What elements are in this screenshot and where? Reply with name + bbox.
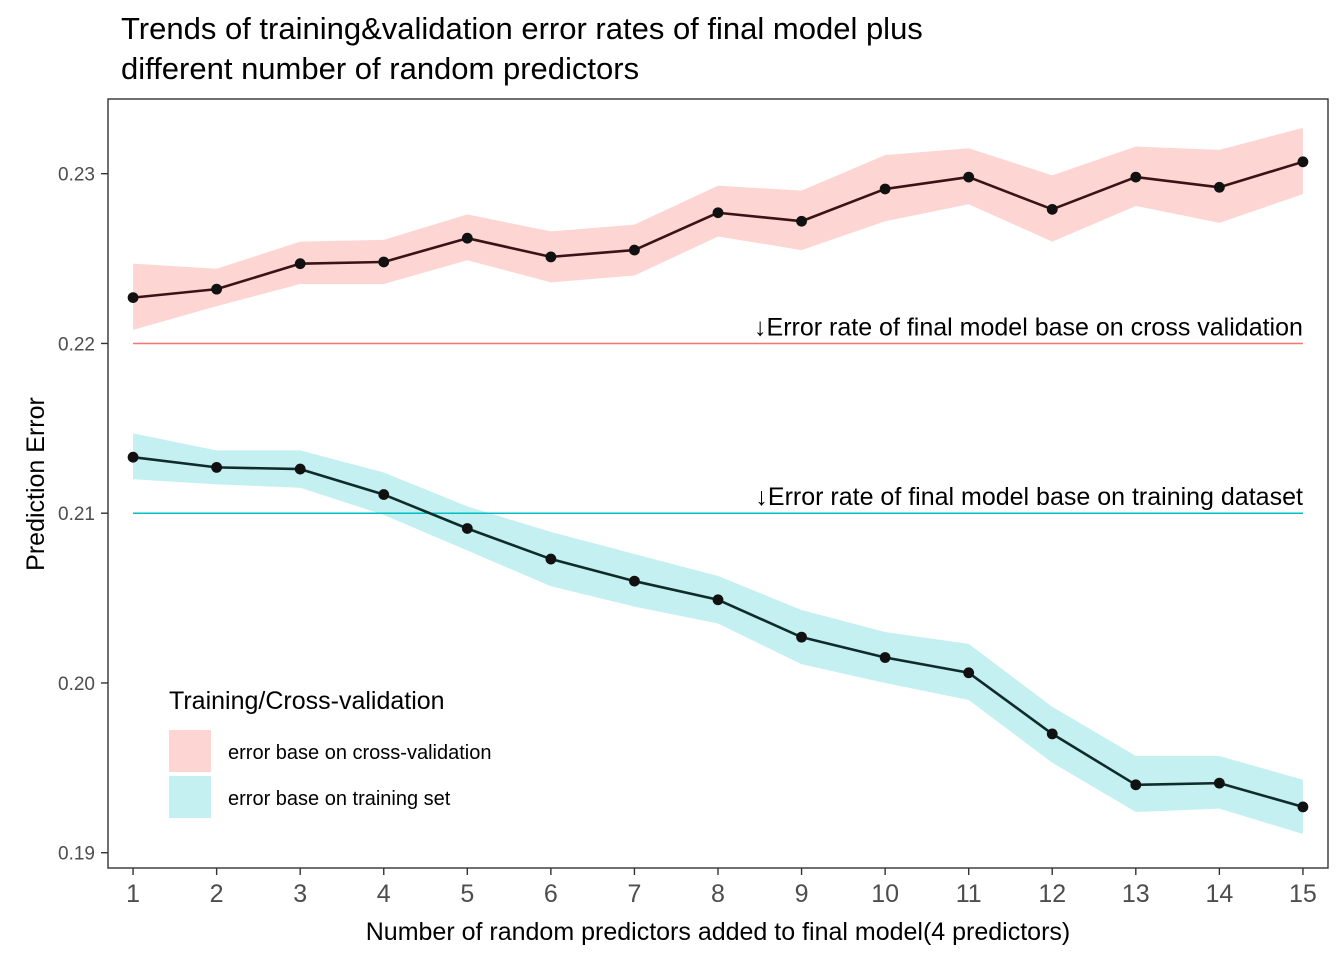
reference-label-training: ↓Error rate of final model base on train… <box>755 483 1303 511</box>
point-cross-validation-3 <box>294 258 306 270</box>
y-axis: 0.19 0.20 0.21 0.22 0.23 <box>58 165 108 865</box>
point-training-1 <box>127 451 139 463</box>
point-cross-validation-2 <box>211 283 223 295</box>
legend-key-cross-validation <box>169 730 211 772</box>
point-cross-validation-12 <box>1046 203 1058 215</box>
chart-title-line-2: different number of random predictors <box>121 51 639 86</box>
series-points <box>127 156 1309 813</box>
point-training-14 <box>1213 777 1225 789</box>
point-cross-validation-5 <box>461 232 473 244</box>
point-training-10 <box>879 652 891 663</box>
point-cross-validation-11 <box>963 171 975 183</box>
reference-annotations: ↓Error rate of final model base on cross… <box>754 313 1303 511</box>
legend-title: Training/Cross-validation <box>169 687 445 715</box>
point-training-4 <box>378 489 390 500</box>
point-cross-validation-15 <box>1297 156 1309 168</box>
point-cross-validation-6 <box>545 251 557 263</box>
x-tick-label: 12 <box>1038 880 1066 908</box>
point-training-11 <box>963 667 975 679</box>
point-cross-validation-9 <box>796 215 807 227</box>
legend: Training/Cross-validation error base on … <box>169 687 491 818</box>
point-training-7 <box>629 575 640 587</box>
y-tick-label: 0.22 <box>58 334 95 355</box>
point-training-15 <box>1297 801 1309 813</box>
point-training-2 <box>211 461 223 473</box>
y-tick-label: 0.19 <box>58 844 95 865</box>
x-tick-label: 9 <box>795 880 809 908</box>
x-tick-label: 3 <box>293 880 307 908</box>
legend-label-training: error base on training set <box>228 788 451 810</box>
chart-title-line-1: Trends of training&validation error rate… <box>121 11 923 46</box>
x-tick-label: 11 <box>956 880 982 908</box>
x-tick-label: 10 <box>871 880 899 908</box>
point-training-8 <box>712 594 724 606</box>
point-training-6 <box>545 553 557 565</box>
point-cross-validation-14 <box>1213 181 1225 193</box>
x-tick-label: 13 <box>1122 880 1150 908</box>
y-tick-label: 0.20 <box>58 674 95 695</box>
x-tick-label: 1 <box>126 880 140 908</box>
point-training-9 <box>796 631 807 643</box>
point-cross-validation-8 <box>712 207 724 219</box>
point-cross-validation-1 <box>127 292 139 304</box>
point-cross-validation-10 <box>879 183 891 195</box>
x-tick-label: 2 <box>210 880 224 908</box>
x-tick-label: 7 <box>627 880 641 908</box>
confidence-bands <box>133 127 1303 835</box>
point-training-12 <box>1046 728 1058 740</box>
reference-label-cross-validation: ↓Error rate of final model base on cross… <box>754 313 1303 341</box>
reference-lines <box>133 342 1303 514</box>
x-tick-label: 4 <box>377 880 391 908</box>
x-tick-label: 14 <box>1205 880 1233 908</box>
x-tick-label: 6 <box>544 880 558 908</box>
x-axis: 1 2 3 4 5 6 7 8 9 10 11 12 13 14 15 <box>126 868 1317 908</box>
legend-label-cross-validation: error base on cross-validation <box>228 742 491 764</box>
band-training <box>133 433 1303 835</box>
point-training-3 <box>294 463 306 475</box>
x-axis-title: Number of random predictors added to fin… <box>366 918 1071 946</box>
x-tick-label: 8 <box>711 880 725 908</box>
band-cross-validation <box>133 127 1303 330</box>
legend-key-training <box>169 776 211 818</box>
point-cross-validation-13 <box>1130 171 1142 183</box>
y-axis-title: Prediction Error <box>22 397 50 571</box>
x-tick-label: 15 <box>1289 880 1317 908</box>
point-cross-validation-7 <box>629 244 640 256</box>
y-tick-label: 0.21 <box>58 504 95 525</box>
point-cross-validation-4 <box>378 256 390 268</box>
y-tick-label: 0.23 <box>58 165 95 186</box>
point-training-13 <box>1130 779 1142 791</box>
point-training-5 <box>461 523 473 534</box>
x-tick-label: 5 <box>460 880 474 908</box>
